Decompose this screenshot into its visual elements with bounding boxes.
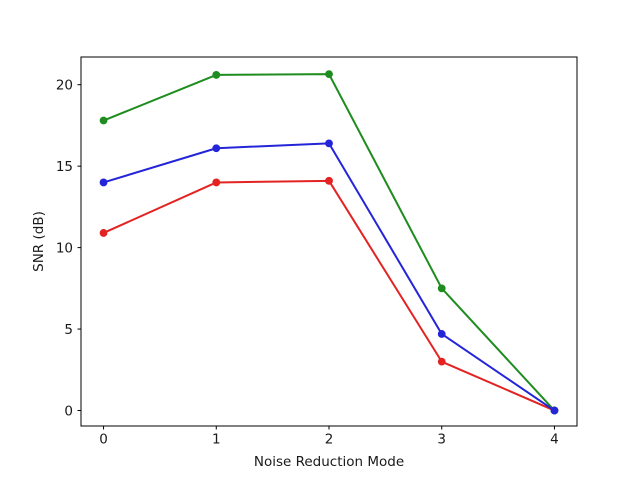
y-axis-tick-label: 0 [64, 403, 73, 419]
blue-series-marker [550, 406, 559, 415]
blue-series-marker [212, 144, 221, 153]
axes-box [80, 56, 578, 427]
y-axis-tick-label: 15 [56, 159, 73, 175]
x-axis-tick-label: 4 [550, 432, 559, 448]
red-series-marker [212, 178, 221, 187]
x-axis-tick-label: 3 [437, 432, 446, 448]
red-series-marker [325, 176, 333, 185]
x-axis-label: Noise Reduction Mode [254, 454, 404, 470]
blue-series-marker [99, 178, 108, 187]
red-series-marker [437, 357, 446, 366]
y-axis-tick-label: 10 [56, 240, 73, 256]
green-series-marker [325, 70, 333, 79]
green-series-marker [437, 284, 446, 293]
blue-series-marker [437, 330, 446, 338]
red-series-marker [99, 229, 108, 237]
y-axis-tick-label: 5 [64, 322, 73, 338]
green-series-marker [212, 71, 221, 79]
y-axis-label: SNR (dB) [31, 211, 47, 272]
x-axis-tick-label: 0 [99, 432, 108, 448]
x-axis-tick-label: 2 [325, 432, 334, 448]
y-axis-tick-label: 20 [56, 77, 73, 93]
green-series-marker [99, 116, 108, 125]
x-axis-tick-label: 1 [212, 432, 221, 448]
blue-series-marker [325, 139, 333, 148]
